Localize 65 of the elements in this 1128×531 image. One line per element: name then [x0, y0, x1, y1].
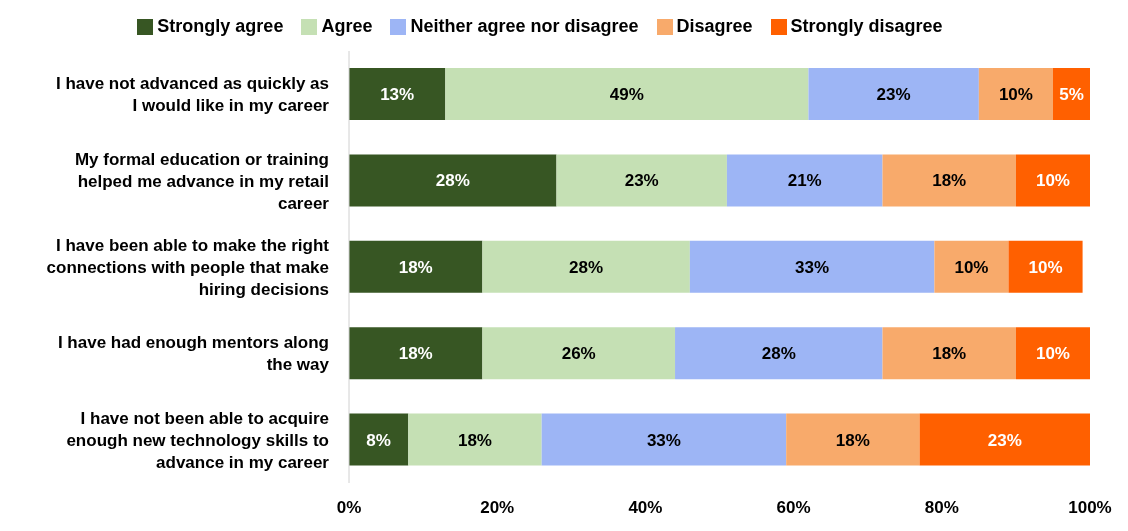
x-tick-label: 60% [776, 498, 811, 518]
bar [1015, 154, 1090, 207]
bar [978, 68, 1053, 120]
bar [482, 327, 676, 380]
data-label: 18% [398, 344, 433, 364]
legend-label: Neither agree nor disagree [410, 16, 639, 36]
bar [541, 413, 787, 466]
data-label: 26% [561, 344, 596, 364]
bar [786, 413, 920, 466]
bar [882, 327, 1016, 380]
data-label: 18% [457, 430, 492, 450]
data-label: 18% [835, 430, 870, 450]
bar [808, 68, 979, 120]
bar [556, 154, 727, 207]
y-tick-label: I have had enough mentors along the way [57, 333, 330, 375]
bar [675, 327, 883, 380]
data-label: 23% [624, 171, 659, 191]
x-tick-label: 100% [1068, 498, 1112, 518]
data-label: 33% [795, 257, 830, 277]
data-label: 10% [998, 84, 1033, 104]
data-label: 28% [435, 171, 470, 191]
x-tick-label: 80% [924, 498, 959, 518]
y-tick-label: My formal education or training helped me advance in my retail career [74, 149, 330, 213]
bar [445, 68, 809, 120]
data-label: 23% [987, 430, 1022, 450]
bar [349, 154, 557, 207]
bar [919, 413, 1090, 466]
legend-label: Disagree [676, 16, 753, 36]
data-label: 33% [646, 430, 681, 450]
x-tick-label: 40% [628, 498, 663, 518]
data-label: 18% [932, 344, 967, 364]
data-label: 28% [569, 257, 604, 277]
bar [689, 240, 935, 293]
y-tick-label: I have been able to make the right connections with people that make hiring decisions [46, 235, 330, 299]
data-label: 10% [1028, 257, 1063, 277]
bar [349, 240, 483, 293]
data-label: 18% [398, 257, 433, 277]
bar [349, 413, 409, 466]
bar [408, 413, 542, 466]
data-label: 21% [787, 171, 822, 191]
legend-label: Strongly agree [157, 16, 284, 36]
bar [882, 154, 1016, 207]
data-label: 49% [609, 84, 644, 104]
data-label: 10% [1035, 344, 1070, 364]
bar [482, 240, 690, 293]
bar [934, 240, 1009, 293]
legend-label: Strongly disagree [790, 16, 943, 36]
data-label: 5% [1059, 84, 1084, 104]
bar [726, 154, 883, 207]
x-tick-label: 0% [336, 498, 362, 518]
data-label: 13% [380, 84, 415, 104]
x-tick-label: 20% [480, 498, 515, 518]
bar [349, 68, 446, 120]
data-label: 8% [366, 430, 391, 450]
bar [349, 327, 483, 380]
data-label: 10% [954, 257, 989, 277]
data-label: 23% [876, 84, 911, 104]
y-tick-label: I have not advanced as quickly as I would like in my career [55, 74, 330, 116]
y-tick-label: I have not been able to acquire enough new technology skills to advance in my career [66, 408, 330, 472]
data-label: 28% [761, 344, 796, 364]
bar [1008, 240, 1083, 293]
legend-label: Agree [321, 16, 373, 36]
data-label: 10% [1035, 171, 1070, 191]
bar [1015, 327, 1090, 380]
data-label: 18% [932, 171, 967, 191]
